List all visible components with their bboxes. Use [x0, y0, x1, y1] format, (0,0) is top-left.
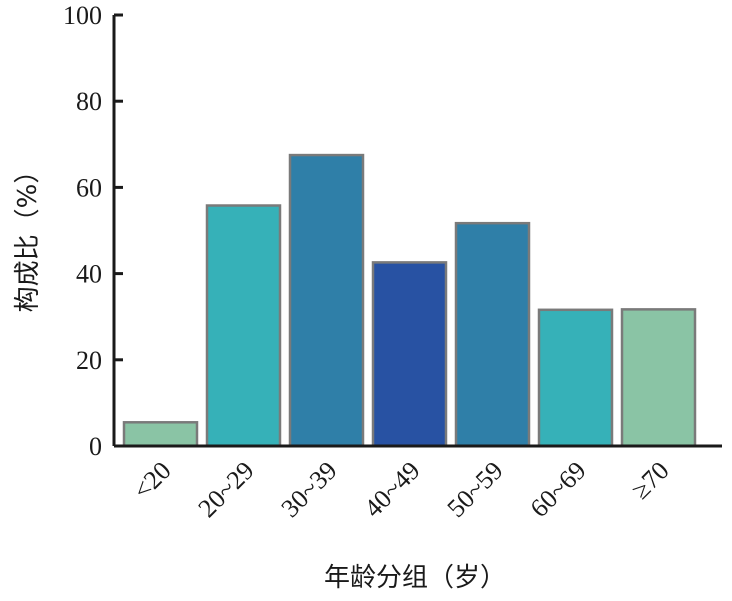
- y-axis-title: 构成比（%）: [13, 158, 43, 313]
- x-tick-label-6: ≥70: [626, 456, 675, 505]
- x-tick-label-2: 30~39: [276, 456, 343, 523]
- x-tick-label-0: <20: [127, 456, 176, 505]
- bar-1: [205, 204, 282, 448]
- bar-5: [537, 308, 614, 448]
- x-tick-label-3: 40~49: [359, 456, 426, 523]
- y-tick-label-5: 100: [63, 1, 102, 30]
- x-axis-tick-labels: <20 20~29 30~39 40~49 50~59 60~69 ≥70: [127, 456, 674, 523]
- y-tick-label-4: 80: [76, 87, 102, 116]
- bar-4: [454, 221, 531, 448]
- y-tick-label-3: 60: [76, 173, 102, 202]
- x-tick-label-5: 60~69: [525, 456, 592, 523]
- x-tick-label-1: 20~29: [193, 456, 260, 523]
- y-axis-ticks: 0 20 40 60 80 100: [63, 1, 123, 461]
- bar-0: [122, 421, 199, 448]
- bar-2: [288, 153, 365, 448]
- bars-group: [122, 153, 697, 448]
- bar-3: [371, 261, 448, 448]
- bar-6: [620, 308, 697, 448]
- y-tick-label-2: 40: [76, 260, 102, 289]
- y-tick-label-1: 20: [76, 346, 102, 375]
- x-tick-label-4: 50~59: [442, 456, 509, 523]
- x-axis-title: 年龄分组（岁）: [324, 563, 506, 593]
- y-tick-label-0: 0: [89, 432, 102, 461]
